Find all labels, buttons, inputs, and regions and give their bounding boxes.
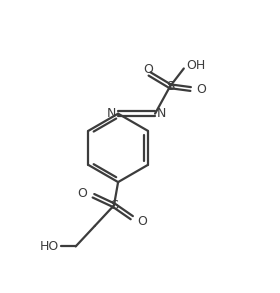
Text: OH: OH [186, 59, 206, 72]
Text: N: N [106, 107, 116, 120]
Text: HO: HO [40, 240, 59, 253]
Text: O: O [137, 215, 147, 228]
Text: S: S [110, 199, 118, 212]
Text: S: S [166, 80, 174, 93]
Text: O: O [143, 63, 153, 76]
Text: O: O [197, 83, 207, 96]
Text: O: O [78, 187, 87, 200]
Text: N: N [157, 107, 167, 120]
